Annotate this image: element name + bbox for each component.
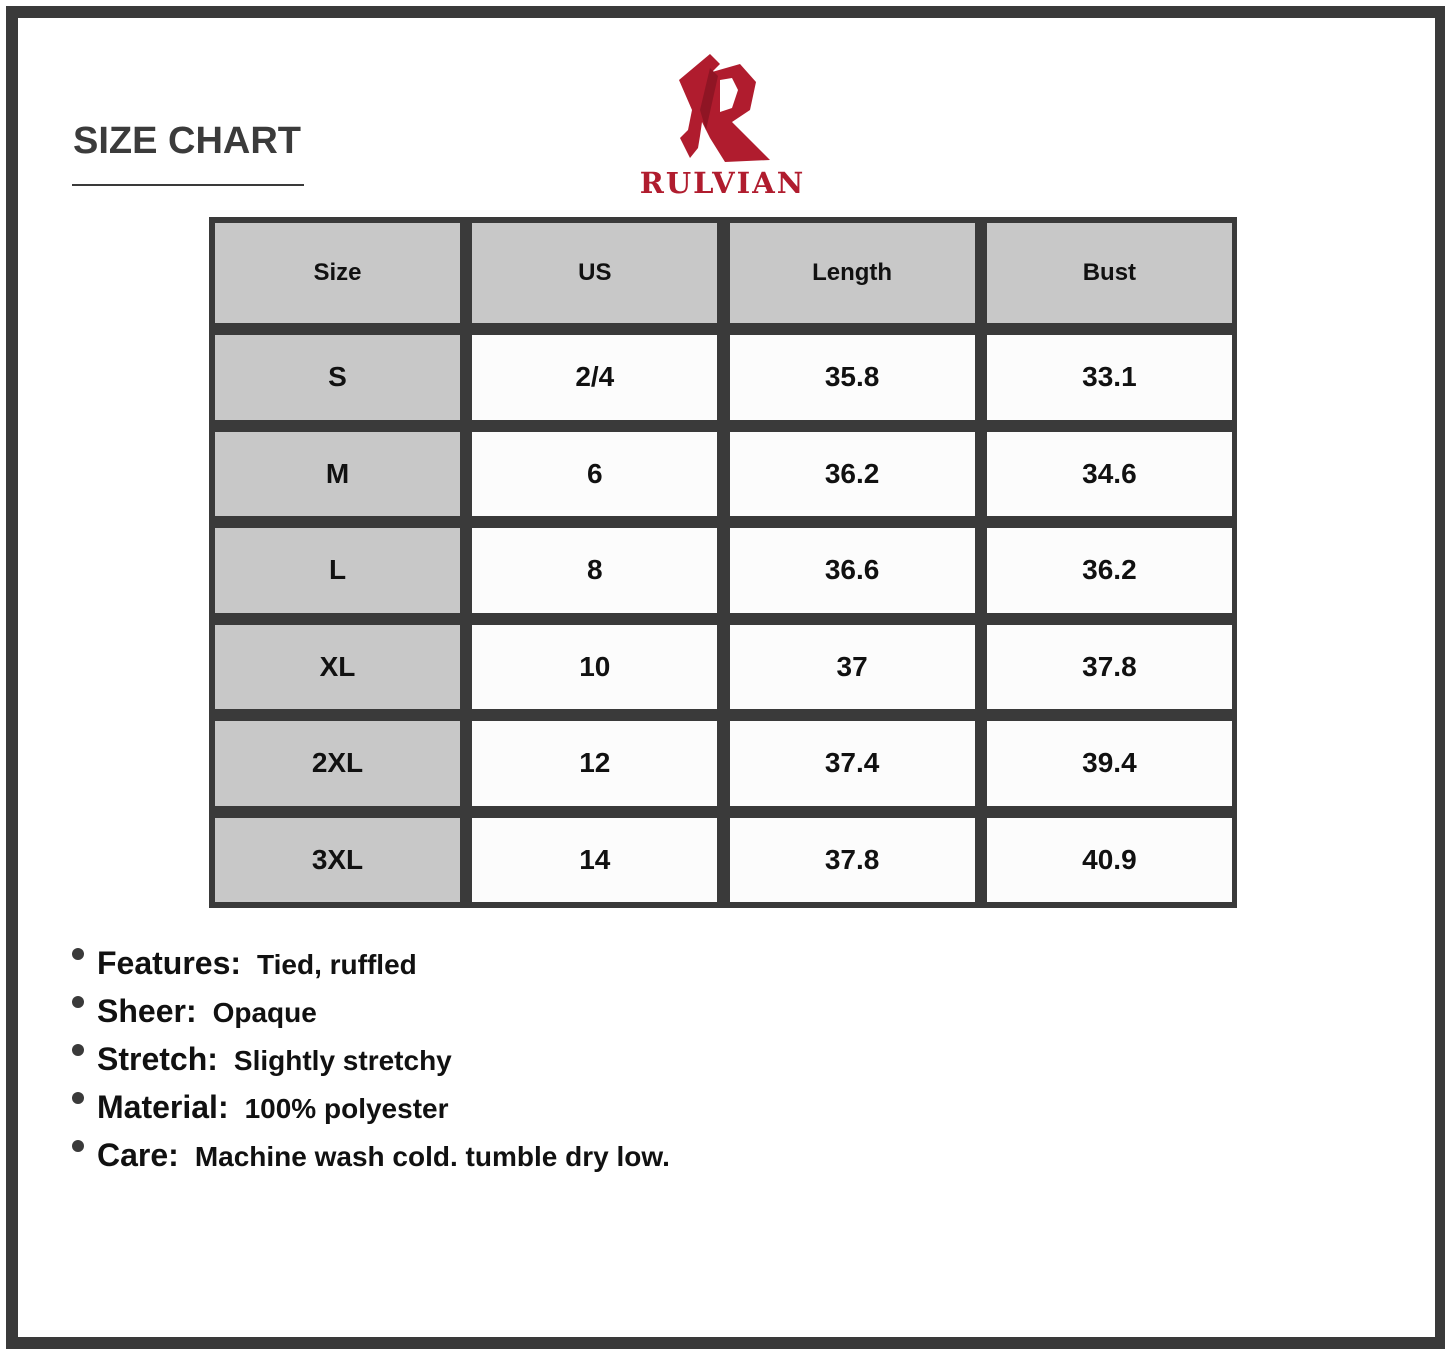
- detail-item: Features: Tied, ruffled: [72, 945, 670, 993]
- detail-label: Care:: [97, 1137, 179, 1173]
- column-header-size: Size: [215, 223, 460, 323]
- detail-value: 100% polyester: [244, 1093, 449, 1124]
- bullet-icon: [72, 948, 84, 960]
- size-chart-table: Size US Length Bust S 2/4 35.8 33.1 M 6 36.2 34.6 L 8…: [209, 217, 1237, 908]
- brand-logo-icon: [679, 54, 770, 162]
- table-cell: 40.9: [986, 817, 1232, 902]
- table-cell: 34.6: [986, 431, 1232, 516]
- bullet-icon: [72, 1092, 84, 1104]
- table-cell: 37.8: [729, 817, 975, 902]
- detail-value: Opaque: [212, 997, 317, 1028]
- row-size-label: 3XL: [215, 817, 460, 902]
- detail-label: Material:: [97, 1089, 229, 1125]
- detail-value: Slightly stretchy: [233, 1045, 452, 1076]
- row-size-label: L: [215, 528, 460, 613]
- bullet-icon: [72, 1044, 84, 1056]
- table-cell: 33.1: [986, 335, 1232, 420]
- detail-item: Care: Machine wash cold. tumble dry low.: [72, 1137, 670, 1185]
- page-title: SIZE CHART: [73, 120, 301, 162]
- table-cell: 37.4: [729, 721, 975, 806]
- table-cell: 37: [729, 624, 975, 709]
- row-size-label: S: [215, 335, 460, 420]
- column-header-us: US: [472, 223, 718, 323]
- table-cell: 37.8: [986, 624, 1232, 709]
- table-cell: 36.2: [986, 528, 1232, 613]
- table-cell: 36.2: [729, 431, 975, 516]
- column-header-length: Length: [729, 223, 975, 323]
- brand-name: RULVIAN: [639, 166, 806, 200]
- table-cell: 39.4: [986, 721, 1232, 806]
- bullet-icon: [72, 1140, 84, 1152]
- table-cell: 6: [472, 431, 718, 516]
- detail-value: Tied, ruffled: [257, 949, 417, 980]
- table-cell: 36.6: [729, 528, 975, 613]
- detail-item: Material: 100% polyester: [72, 1089, 670, 1137]
- detail-label: Stretch:: [97, 1041, 218, 1077]
- detail-label: Sheer:: [97, 993, 197, 1029]
- table-cell: 12: [472, 721, 718, 806]
- detail-item: Sheer: Opaque: [72, 993, 670, 1041]
- row-size-label: XL: [215, 624, 460, 709]
- title-underline: [72, 184, 304, 186]
- bullet-icon: [72, 996, 84, 1008]
- column-header-bust: Bust: [986, 223, 1232, 323]
- table-cell: 10: [472, 624, 718, 709]
- row-size-label: 2XL: [215, 721, 460, 806]
- detail-value: Machine wash cold. tumble dry low.: [194, 1141, 670, 1172]
- row-size-label: M: [215, 431, 460, 516]
- detail-label: Features:: [97, 945, 242, 981]
- table-cell: 8: [472, 528, 718, 613]
- table-cell: 2/4: [472, 335, 718, 420]
- detail-item: Stretch: Slightly stretchy: [72, 1041, 670, 1089]
- table-cell: 35.8: [729, 335, 975, 420]
- table-cell: 14: [472, 817, 718, 902]
- product-details-list: Features: Tied, ruffled Sheer: Opaque Stretc…: [72, 945, 670, 1185]
